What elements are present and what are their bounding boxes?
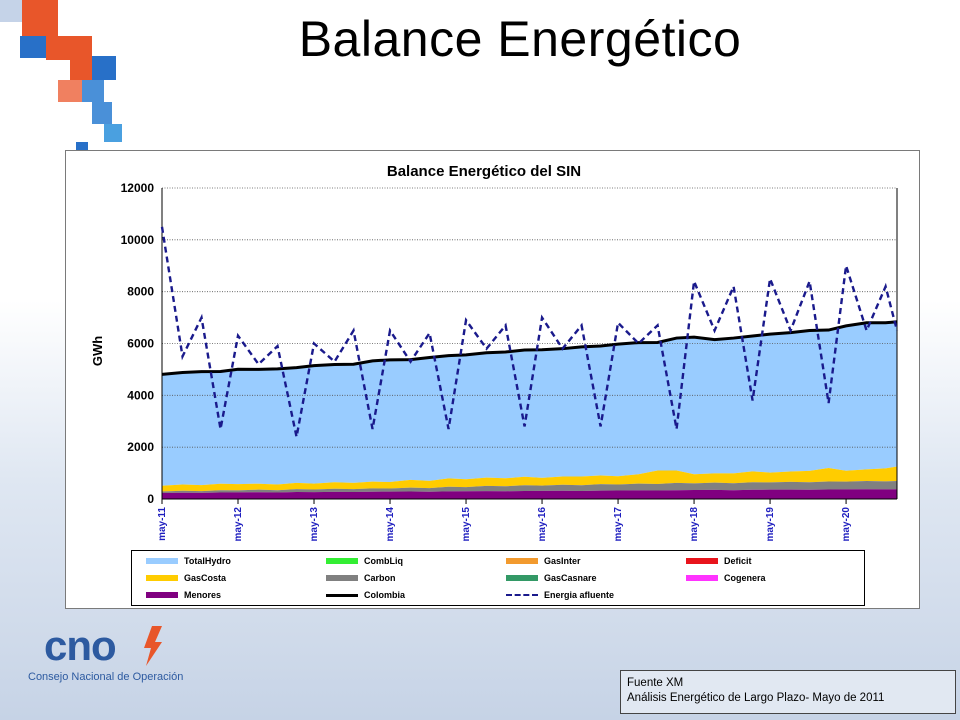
- area-gascosta: [162, 466, 897, 492]
- chart-panel: Balance Energético del SIN GWh 0 2000 4000…: [65, 150, 920, 609]
- lightning-icon: [144, 626, 162, 666]
- legend-label: Colombia: [364, 590, 406, 600]
- legend-swatch: [506, 575, 538, 581]
- source-line-2: Análisis Energético de Largo Plazo- Mayo…: [627, 692, 885, 704]
- legend-item-gascosta: GasCosta: [146, 570, 226, 586]
- y-tick-label: 8000: [127, 285, 154, 299]
- x-tick-label: may-18: [689, 507, 700, 542]
- x-tick-label: may-12: [233, 507, 244, 542]
- x-tick-label: may-19: [765, 507, 776, 542]
- area-carbon: [162, 480, 897, 494]
- legend-item-gascasnare: GasCasnare: [506, 570, 597, 586]
- legend-label: CombLiq: [364, 556, 403, 566]
- area-totalhydro: [162, 321, 897, 486]
- legend-swatch: [326, 593, 358, 597]
- y-axis-label: GWh: [90, 336, 105, 366]
- y-tick-label: 12000: [121, 181, 155, 195]
- legend-label: GasInter: [544, 556, 581, 566]
- legend-swatch: [146, 558, 178, 564]
- legend-label: Menores: [184, 590, 222, 600]
- line-colombia: [161, 320, 898, 376]
- legend-swatch: [506, 558, 538, 564]
- legend-item-colombia: Colombia: [326, 587, 405, 603]
- source-note: Fuente XM Análisis Energético de Largo P…: [620, 670, 956, 714]
- legend-item-cogenera: Cogenera: [686, 570, 766, 586]
- legend-label: Cogenera: [724, 573, 766, 583]
- legend-item-menores: Menores: [146, 587, 221, 603]
- legend-label: Carbon: [364, 573, 396, 583]
- line-energia-afluente: [160, 226, 899, 438]
- legend-swatch: [146, 592, 178, 598]
- slide-title: Balance Energético: [298, 11, 742, 67]
- legend-swatch: [326, 558, 358, 564]
- legend-label: GasCosta: [184, 573, 227, 583]
- corner-decoration: [0, 0, 122, 152]
- x-tick-label: may-20: [841, 507, 852, 542]
- legend-label: Energia afluente: [544, 590, 615, 600]
- y-tick-label: 6000: [127, 337, 154, 351]
- chart-legend: TotalHydro CombLiq GasInter Deficit GasCosta…: [131, 550, 865, 606]
- legend-swatch: [686, 575, 718, 581]
- x-tick-label: may-11: [157, 507, 168, 541]
- legend-item-combliq: CombLiq: [326, 553, 403, 569]
- legend-item-deficit: Deficit: [686, 553, 752, 569]
- y-tick-label: 0: [147, 492, 154, 506]
- legend-item-energia-afluente: Energia afluente: [506, 587, 614, 603]
- chart-title: Balance Energético del SIN: [387, 163, 581, 180]
- x-tick-label: may-15: [461, 507, 472, 542]
- legend-label: Deficit: [724, 556, 752, 566]
- x-tick-label: may-14: [385, 507, 396, 542]
- legend-swatch: [326, 575, 358, 581]
- legend-label: TotalHydro: [184, 556, 231, 566]
- legend-item-totalhydro: TotalHydro: [146, 553, 231, 569]
- legend-swatch: [506, 594, 538, 596]
- area-menores: [162, 489, 897, 499]
- x-tick-label: may-17: [613, 507, 624, 542]
- y-tick-label: 2000: [127, 440, 154, 454]
- y-tick-label: 4000: [127, 388, 154, 402]
- logo-subtitle: Consejo Nacional de Operación: [28, 671, 184, 683]
- chart: Balance Energético del SIN GWh 0 2000 4000…: [90, 163, 899, 542]
- legend-swatch: [686, 558, 718, 564]
- cno-logo: cno: [44, 622, 117, 669]
- legend-label: GasCasnare: [544, 573, 597, 583]
- legend-item-gasinter: GasInter: [506, 553, 581, 569]
- y-tick-label: 10000: [121, 233, 155, 247]
- source-line-1: Fuente XM: [627, 677, 684, 689]
- x-tick-label: may-16: [537, 507, 548, 542]
- legend-item-carbon: Carbon: [326, 570, 396, 586]
- legend-swatch: [146, 575, 178, 581]
- x-tick-label: may-13: [309, 507, 320, 542]
